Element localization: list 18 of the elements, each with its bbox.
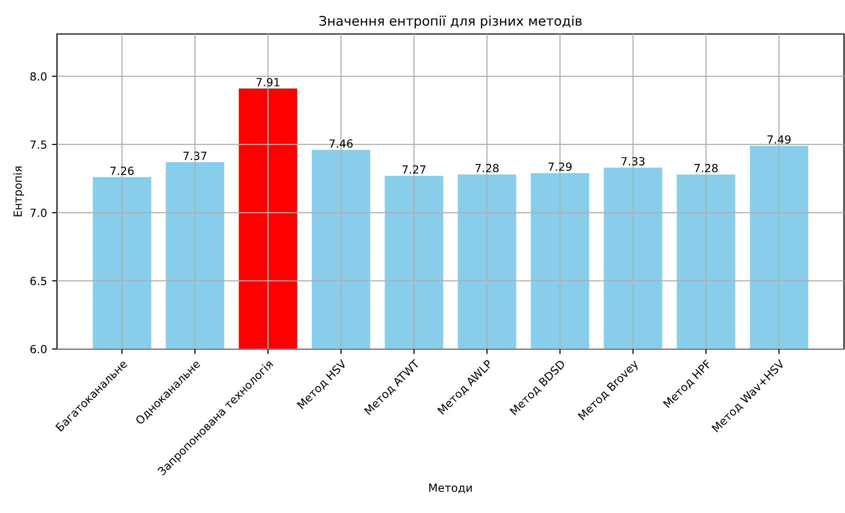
data-label: 7.46 bbox=[330, 139, 353, 148]
data-label: 7.29 bbox=[548, 162, 572, 171]
y-tick-label: 6.0 bbox=[30, 344, 47, 354]
y-tick-label: 8.0 bbox=[30, 72, 47, 81]
data-label: 7.91 bbox=[256, 78, 280, 86]
data-label: 7.28 bbox=[694, 164, 718, 172]
y-tick-label: 6.5 bbox=[30, 276, 46, 286]
data-label: 7.27 bbox=[402, 165, 426, 174]
data-label: 7.49 bbox=[768, 135, 791, 144]
data-label: 7.28 bbox=[476, 164, 499, 172]
data-label: 7.33 bbox=[622, 157, 644, 166]
data-label: 7.26 bbox=[110, 166, 134, 176]
chart-title: Значення ентропії для різних методів bbox=[319, 16, 582, 28]
x-axis-title: Методи bbox=[429, 484, 472, 494]
y-tick-label: 7.0 bbox=[30, 208, 47, 218]
data-label: 7.37 bbox=[184, 152, 206, 160]
y-axis-title: Ентропія bbox=[13, 166, 24, 216]
y-tick-label: 7.5 bbox=[30, 140, 46, 149]
